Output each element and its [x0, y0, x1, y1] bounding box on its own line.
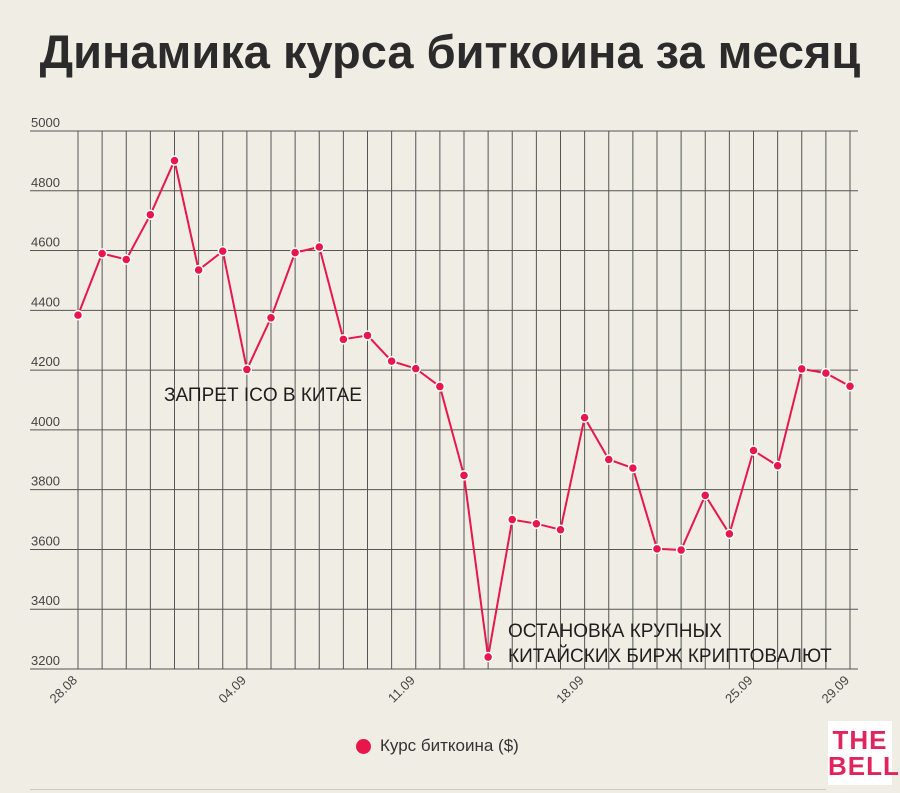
data-point [700, 490, 711, 501]
y-axis-ticks: 3200 3400 3600 3800 4000 4200 4400 4600 4800 5000 [31, 115, 60, 668]
legend: Курс биткоина ($) [356, 736, 519, 756]
the-bell-logo: THE BELL [828, 721, 900, 785]
x-tick-label: 11.09 [385, 673, 418, 706]
data-point [241, 364, 253, 375]
grid [30, 130, 858, 670]
x-axis-ticks: 28.08 04.09 11.09 18.09 25.09 29.09 [47, 673, 853, 707]
data-point [362, 330, 373, 341]
data-point [772, 460, 783, 472]
annotation-exchanges-line1: ОСТАНОВКА КРУПНЫХ [508, 621, 722, 642]
data-point [796, 363, 807, 375]
data-point [121, 254, 132, 265]
data-point [507, 514, 518, 525]
x-tick-label: 25.09 [722, 673, 756, 707]
data-point [651, 543, 663, 555]
logo-line-2: BELL [828, 751, 900, 781]
x-tick-label: 28.08 [47, 673, 81, 707]
legend-marker [356, 738, 371, 754]
data-point [844, 381, 856, 392]
y-tick-label: 5000 [31, 115, 60, 130]
data-point [217, 245, 228, 257]
data-point [193, 264, 204, 276]
data-point [145, 209, 156, 220]
data-point [410, 363, 421, 374]
data-point [458, 470, 470, 481]
bottom-divider [30, 789, 826, 790]
y-tick-label: 3600 [31, 533, 60, 548]
data-point [96, 248, 108, 259]
chart-title: Динамика курса биткоина за месяц [39, 25, 861, 78]
x-tick-label: 18.09 [553, 673, 587, 707]
y-tick-label: 4400 [31, 294, 60, 309]
data-point [675, 544, 687, 556]
data-point [386, 355, 397, 367]
data-point [603, 454, 614, 465]
y-tick-label: 4800 [31, 175, 60, 190]
annotations: ЗАПРЕТ ICO В КИТАЕ ОСТАНОВКА КРУПНЫХ КИТАЙ… [164, 385, 832, 667]
y-tick-label: 4600 [31, 235, 60, 250]
y-tick-label: 4200 [31, 354, 60, 369]
data-point [434, 381, 446, 392]
y-tick-label: 3200 [31, 653, 60, 668]
y-tick-label: 3400 [31, 593, 60, 608]
data-point [627, 462, 639, 474]
data-point [338, 334, 349, 345]
logo-line-1: THE [832, 725, 888, 755]
data-point [265, 312, 277, 324]
data-point [579, 412, 590, 423]
data-point [820, 367, 832, 379]
x-tick-label: 04.09 [215, 673, 249, 707]
data-point [169, 155, 180, 166]
data-point [314, 241, 325, 253]
data-point [531, 518, 542, 529]
data-point [482, 651, 494, 663]
annotation-ico-ban: ЗАПРЕТ ICO В КИТАЕ [164, 385, 362, 406]
y-tick-label: 3800 [31, 474, 60, 489]
x-tick-label: 29.09 [819, 673, 853, 707]
data-point [289, 247, 301, 258]
data-point [748, 445, 759, 456]
annotation-exchanges-line2: КИТАЙСКИХ БИРЖ КРИПТОВАЛЮТ [508, 645, 832, 667]
series-points [72, 155, 856, 663]
legend-label: Курс биткоина ($) [380, 736, 519, 755]
y-tick-label: 4000 [31, 414, 60, 429]
data-point [555, 524, 566, 535]
data-point [724, 528, 735, 540]
data-point [72, 309, 84, 321]
